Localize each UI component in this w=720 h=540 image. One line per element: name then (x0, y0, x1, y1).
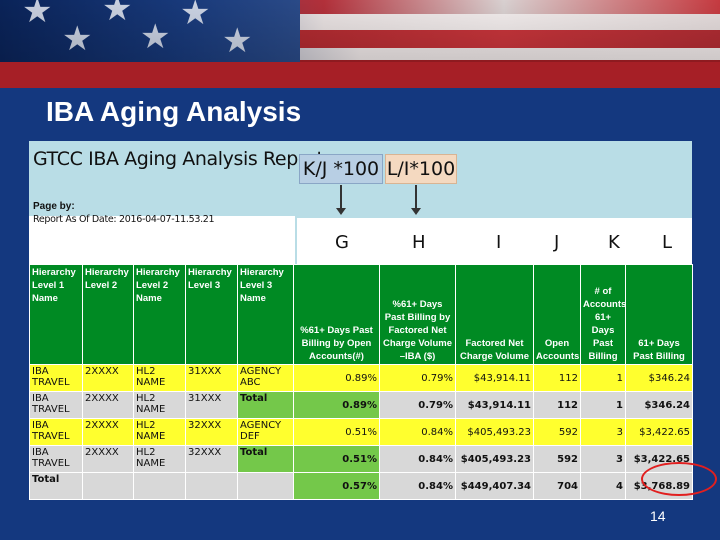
header-cell: Hierarchy Level 3 (185, 264, 238, 365)
table-cell: 0.79% (379, 391, 456, 419)
header-cell: %61+ Days Past Billing by Open Accounts(… (293, 264, 380, 365)
table-cell (133, 472, 186, 500)
table-cell: $346.24 (625, 391, 693, 419)
table-cell: 1 (580, 364, 626, 392)
table-cell: 704 (533, 472, 581, 500)
table-cell: 0.51% (293, 418, 380, 446)
report-panel: GTCC IBA Aging Analysis Report K/J *100 … (29, 141, 693, 500)
star-icon: ★ (22, 0, 52, 28)
highlight-circle (641, 462, 717, 496)
table-cell: 0.84% (379, 418, 456, 446)
table-cell: 0.51% (293, 445, 380, 473)
table-cell: 31XXX (185, 391, 238, 419)
table-cell: 3 (580, 445, 626, 473)
formula-box-h: L/I*100 (385, 154, 457, 184)
table-cell: 1 (580, 391, 626, 419)
arrow-down-icon (336, 185, 346, 215)
star-icon: ★ (180, 0, 210, 30)
star-icon: ★ (102, 0, 132, 26)
table-cell: HL2 NAME (133, 445, 186, 473)
header-cell: 61+ Days Past Billing (625, 264, 693, 365)
table-row: IBA TRAVEL 2XXXX HL2 NAME 31XXX AGENCY ABC 0.… (29, 364, 693, 392)
table-cell: HL2 NAME (133, 391, 186, 419)
table-cell: 0.84% (379, 472, 456, 500)
table-cell: 2XXXX (82, 418, 134, 446)
table-cell: $3,422.65 (625, 418, 693, 446)
table-cell: 32XXX (185, 418, 238, 446)
header-cell: Hierarchy Level 2 Name (133, 264, 186, 365)
table-row: IBA TRAVEL 2XXXX HL2 NAME 32XXX AGENCY DEF 0.… (29, 418, 693, 446)
table-cell: 0.89% (293, 391, 380, 419)
table-cell (185, 472, 238, 500)
table-cell: HL2 NAME (133, 364, 186, 392)
table-cell: IBA TRAVEL (29, 391, 83, 419)
table-cell: 592 (533, 418, 581, 446)
aging-table: Hierarchy Level 1 Name Hierarchy Level 2… (29, 264, 693, 500)
table-cell (237, 472, 294, 500)
table-cell: 2XXXX (82, 364, 134, 392)
table-cell: 112 (533, 364, 581, 392)
column-letter: H (412, 232, 426, 253)
table-row: IBA TRAVEL 2XXXX HL2 NAME 32XXX Total 0.51% 0.… (29, 445, 693, 473)
table-cell: $405,493.23 (455, 418, 534, 446)
header-cell: Hierarchy Level 3 Name (237, 264, 294, 365)
table-cell: IBA TRAVEL (29, 418, 83, 446)
header-cell: Hierarchy Level 2 (82, 264, 134, 365)
star-icon: ★ (222, 24, 252, 58)
page-number: 14 (650, 508, 666, 524)
table-cell: AGENCY DEF (237, 418, 294, 446)
table-cell: 112 (533, 391, 581, 419)
table-cell: $449,407.34 (455, 472, 534, 500)
table-cell: 31XXX (185, 364, 238, 392)
table-cell: AGENCY ABC (237, 364, 294, 392)
table-cell: IBA TRAVEL (29, 445, 83, 473)
star-icon: ★ (140, 20, 170, 54)
report-title: GTCC IBA Aging Analysis Report (33, 148, 324, 170)
flag-banner: ★ ★ ★ ★ ★ ★ (0, 0, 720, 88)
table-cell: 2XXXX (82, 445, 134, 473)
report-header: GTCC IBA Aging Analysis Report K/J *100 … (29, 141, 692, 225)
table-cell: 592 (533, 445, 581, 473)
table-cell: IBA TRAVEL (29, 364, 83, 392)
table-cell: $405,493.23 (455, 445, 534, 473)
star-icon: ★ (62, 22, 92, 56)
column-letter: G (335, 232, 349, 253)
table-cell: 4 (580, 472, 626, 500)
table-cell: Total (237, 391, 294, 419)
header-cell: Factored Net Charge Volume (455, 264, 534, 365)
table-cell: $43,914.11 (455, 364, 534, 392)
header-cell: Open Accounts (533, 264, 581, 365)
table-cell: 0.79% (379, 364, 456, 392)
table-cell: 32XXX (185, 445, 238, 473)
table-cell: $346.24 (625, 364, 693, 392)
formula-box-g: K/J *100 (299, 154, 383, 184)
header-cell: # of Accounts 61+ Days Past Billing (580, 264, 626, 365)
table-cell: 3 (580, 418, 626, 446)
table-cell: $43,914.11 (455, 391, 534, 419)
slide-title: IBA Aging Analysis (46, 96, 302, 127)
header-cell: %61+ Days Past Billing by Factored Net C… (379, 264, 456, 365)
table-row: IBA TRAVEL 2XXXX HL2 NAME 31XXX Total 0.89% 0.… (29, 391, 693, 419)
header-row: Hierarchy Level 1 Name Hierarchy Level 2… (29, 264, 693, 365)
table-cell: HL2 NAME (133, 418, 186, 446)
arrow-down-icon (411, 185, 421, 215)
table-cell: 0.84% (379, 445, 456, 473)
table-cell: Total (237, 445, 294, 473)
table-cell: 0.57% (293, 472, 380, 500)
table-cell: 2XXXX (82, 391, 134, 419)
column-letter: K (608, 232, 620, 253)
table-cell (82, 472, 134, 500)
table-cell: 0.89% (293, 364, 380, 392)
column-letter: J (554, 232, 560, 253)
as-of-date: Report As Of Date: 2016-04-07-11.53.21 (33, 214, 215, 225)
column-letter: L (662, 232, 673, 253)
column-letters: G H I J K L (295, 216, 692, 264)
table-cell: Total (29, 472, 83, 500)
page-by-label: Page by: (33, 201, 75, 212)
table-row: Total 0.57% 0.84% $449,407.34 704 4 $3,768.89 (29, 472, 693, 500)
column-letter: I (496, 232, 502, 253)
header-cell: Hierarchy Level 1 Name (29, 264, 83, 365)
